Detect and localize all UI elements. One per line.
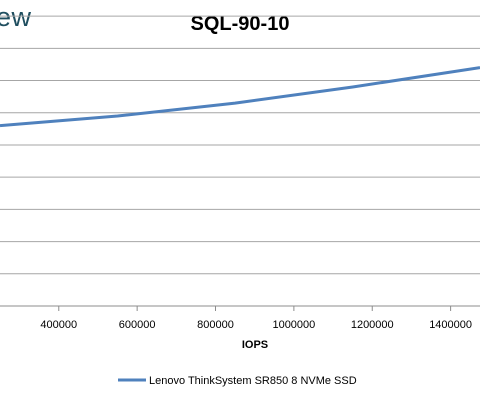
chart-title: SQL-90-10 [190,13,290,35]
x-tick-label: 1000000 [272,319,315,331]
series-group [0,66,480,128]
x-tick-label: 400000 [40,319,77,331]
x-tick-labels: 400000 600000 800000 1000000 1200000 1400000 [40,306,472,331]
legend-label: Lenovo ThinkSystem SR850 8 NVMe SSD [149,375,357,387]
grid-lines [0,15,480,307]
logo-fragment: ew [0,2,32,32]
legend: Lenovo ThinkSystem SR850 8 NVMe SSD [118,375,357,387]
x-tick-label: 800000 [197,319,234,331]
x-axis-title: IOPS [242,339,268,351]
x-tick-label: 1200000 [351,319,394,331]
x-tick-label: 1400000 [429,319,472,331]
series-line [0,66,480,128]
x-tick-label: 600000 [119,319,156,331]
